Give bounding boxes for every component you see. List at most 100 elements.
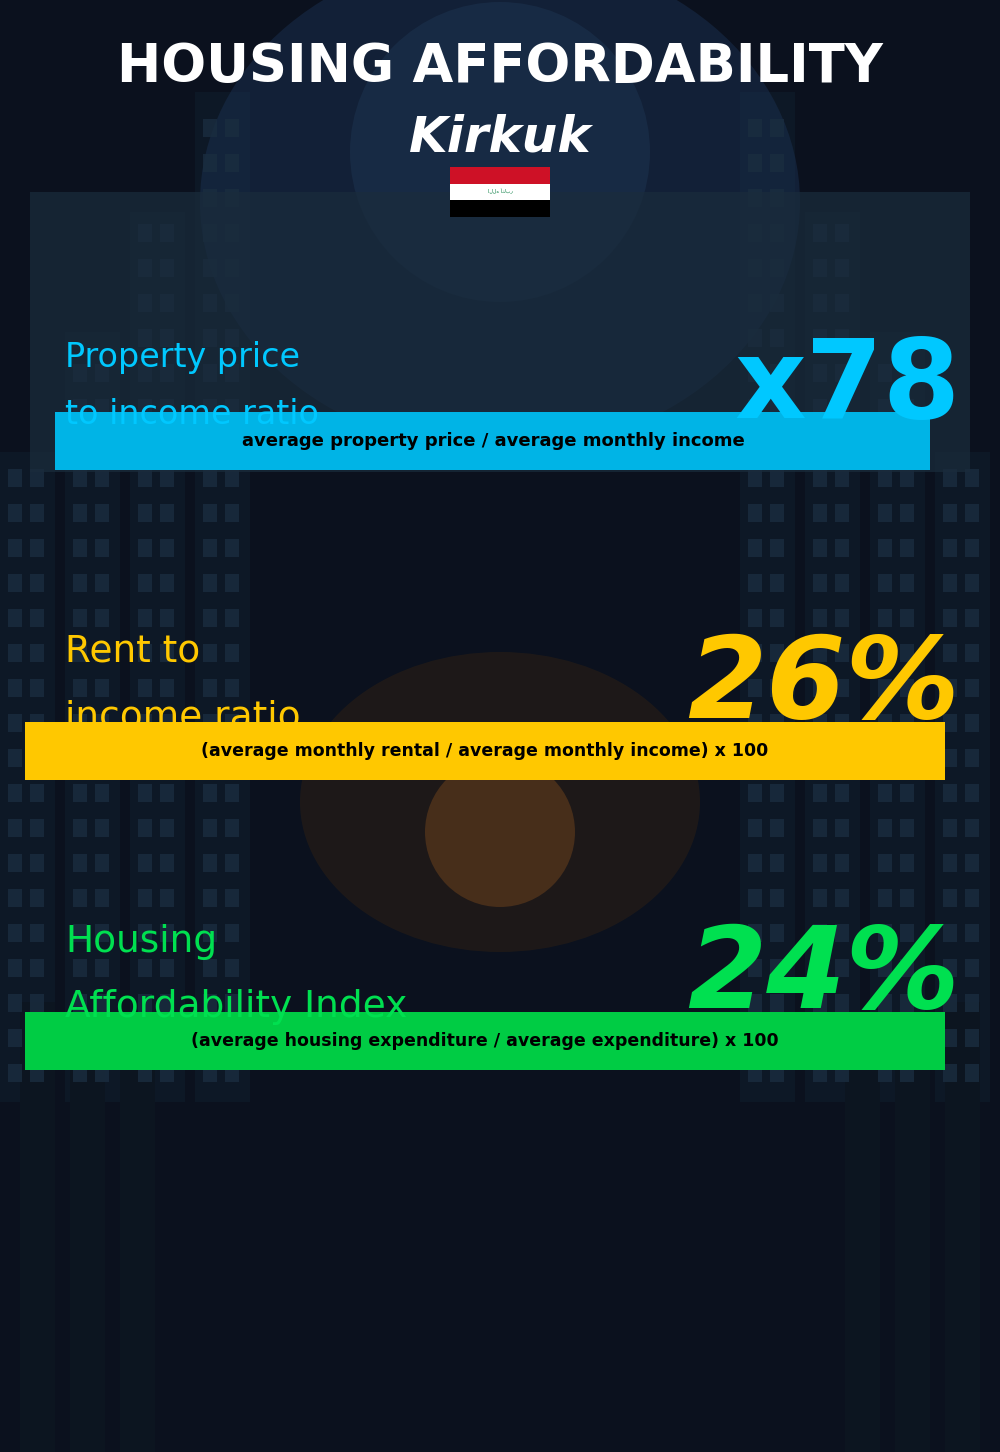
Bar <box>900 784 914 802</box>
Bar <box>900 469 914 486</box>
Bar <box>770 469 784 486</box>
Bar <box>225 608 239 627</box>
Bar <box>203 1029 217 1047</box>
Bar <box>900 574 914 592</box>
Bar <box>8 469 22 486</box>
Bar <box>935 452 990 1102</box>
Bar <box>770 330 784 347</box>
Bar <box>943 1064 957 1082</box>
Bar <box>8 958 22 977</box>
Bar <box>835 608 849 627</box>
Bar <box>770 958 784 977</box>
Bar <box>203 608 217 627</box>
Bar <box>160 923 174 942</box>
Bar <box>160 330 174 347</box>
Text: الله أكبر: الله أكبر <box>488 189 512 195</box>
Bar <box>878 469 892 486</box>
Bar <box>900 958 914 977</box>
Bar <box>95 364 109 382</box>
Bar <box>900 714 914 732</box>
Bar <box>943 469 957 486</box>
Bar <box>748 469 762 486</box>
Bar <box>73 399 87 417</box>
Bar <box>770 889 784 908</box>
Bar <box>965 854 979 873</box>
Bar <box>965 995 979 1012</box>
Bar <box>748 189 762 208</box>
Bar <box>203 293 217 312</box>
Bar <box>878 995 892 1012</box>
Bar <box>95 854 109 873</box>
Bar <box>203 539 217 558</box>
Bar <box>813 784 827 802</box>
Bar <box>160 539 174 558</box>
Bar <box>835 923 849 942</box>
Bar <box>748 995 762 1012</box>
Bar <box>225 399 239 417</box>
Bar <box>73 469 87 486</box>
Bar <box>965 608 979 627</box>
Bar <box>225 224 239 242</box>
Bar <box>225 714 239 732</box>
Bar <box>73 923 87 942</box>
Bar <box>95 399 109 417</box>
Bar <box>138 504 152 523</box>
Bar <box>900 434 914 452</box>
Bar <box>965 539 979 558</box>
Bar <box>73 958 87 977</box>
Bar <box>770 784 784 802</box>
Bar <box>160 680 174 697</box>
Bar <box>160 364 174 382</box>
Text: x78: x78 <box>734 334 960 440</box>
Bar <box>943 854 957 873</box>
Bar <box>225 680 239 697</box>
Bar <box>770 119 784 136</box>
Bar <box>835 1064 849 1082</box>
Bar <box>95 574 109 592</box>
Bar <box>965 958 979 977</box>
Bar <box>160 293 174 312</box>
Bar <box>8 504 22 523</box>
Bar <box>203 469 217 486</box>
Bar <box>225 364 239 382</box>
Bar <box>95 504 109 523</box>
Bar <box>30 1029 44 1047</box>
Bar <box>835 889 849 908</box>
Bar <box>203 749 217 767</box>
Bar <box>130 212 185 1102</box>
Bar <box>160 645 174 662</box>
Bar <box>73 574 87 592</box>
Bar <box>878 958 892 977</box>
Bar <box>25 722 945 780</box>
Bar <box>770 645 784 662</box>
Bar <box>160 854 174 873</box>
Text: average property price / average monthly income: average property price / average monthly… <box>242 433 744 450</box>
Bar <box>748 154 762 171</box>
Bar <box>138 293 152 312</box>
Bar <box>95 645 109 662</box>
Bar <box>900 399 914 417</box>
Bar <box>900 854 914 873</box>
Bar <box>30 469 44 486</box>
Ellipse shape <box>200 0 800 452</box>
Bar <box>160 714 174 732</box>
Bar <box>943 819 957 836</box>
Bar <box>965 749 979 767</box>
Bar <box>8 923 22 942</box>
Bar <box>160 958 174 977</box>
Bar <box>770 399 784 417</box>
Bar <box>748 749 762 767</box>
Bar <box>813 958 827 977</box>
Bar <box>878 923 892 942</box>
Bar <box>203 889 217 908</box>
Bar <box>813 399 827 417</box>
Bar <box>160 995 174 1012</box>
Bar <box>225 958 239 977</box>
Bar <box>30 192 970 472</box>
Bar <box>835 680 849 697</box>
Bar <box>813 364 827 382</box>
Bar <box>138 574 152 592</box>
Bar <box>943 574 957 592</box>
Bar <box>900 995 914 1012</box>
Bar <box>225 258 239 277</box>
